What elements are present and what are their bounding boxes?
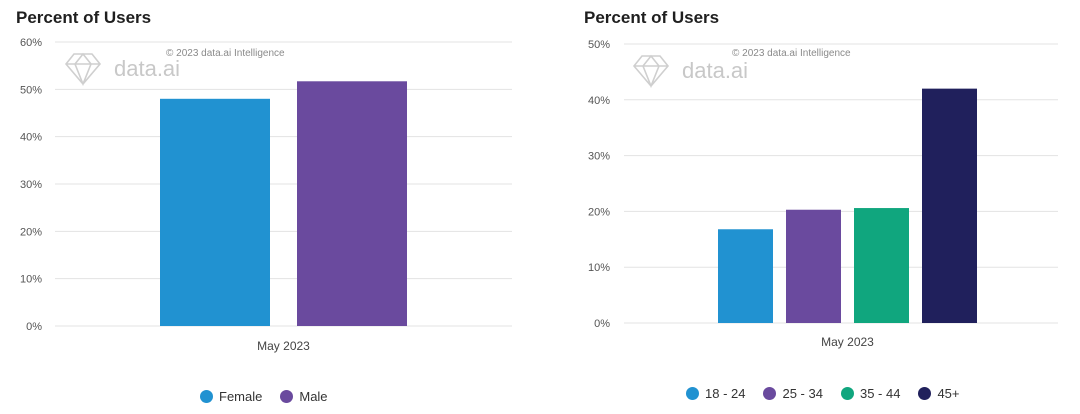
legend-item[interactable]: 35 - 44: [840, 386, 901, 401]
bar-male: [297, 81, 407, 326]
legend-item[interactable]: 25 - 34: [763, 386, 823, 401]
watermark-copyright: © 2023 data.ai Intelligence: [166, 48, 285, 59]
y-tick-label: 30%: [588, 151, 610, 163]
y-tick-label: 50%: [20, 84, 42, 96]
x-tick-label: May 2023: [821, 335, 874, 349]
watermark-copyright: © 2023 data.ai Intelligence: [732, 48, 851, 59]
y-tick-label: 0%: [594, 318, 610, 330]
legend-swatch: [280, 390, 294, 403]
diamond-icon: [64, 52, 102, 87]
legend-swatch: [686, 387, 699, 400]
diamond-icon: [632, 54, 670, 89]
legend-label: 25 - 34: [782, 386, 823, 401]
y-tick-label: 40%: [20, 132, 42, 144]
bar-35-44: [854, 208, 909, 323]
age-bar-chart: data.ai © 2023 data.ai Intelligence 0% 10…: [588, 39, 1058, 349]
chart-panel-age: Percent of Users data.ai © 2023 data.ai …: [568, 0, 1080, 414]
bar-25-34: [786, 209, 841, 323]
watermark: data.ai © 2023 data.ai Intelligence: [632, 48, 851, 89]
legend-item[interactable]: Female: [200, 389, 262, 404]
legend-item[interactable]: Male: [280, 389, 328, 404]
chart-panel-gender: Percent of Users data.ai © 2023 data.ai …: [16, 8, 512, 404]
chart-title: Percent of Users: [16, 8, 152, 27]
legend-label: Male: [299, 389, 328, 404]
gender-bar-chart: data.ai © 2023 data.ai Intelligence 0% 10…: [20, 37, 512, 353]
watermark-logo: data.ai: [682, 58, 748, 83]
y-tick-label: 20%: [20, 226, 42, 238]
y-tick-label: 30%: [20, 179, 42, 191]
legend-label: 18 - 24: [705, 386, 746, 401]
legend-label: 35 - 44: [859, 386, 901, 401]
legend-item[interactable]: 18 - 24: [686, 386, 745, 401]
y-tick-label: 10%: [20, 274, 42, 286]
bar-female: [160, 98, 270, 326]
bar-45+: [922, 88, 977, 323]
legend-swatch: [840, 387, 854, 400]
legend-swatch: [763, 387, 777, 400]
legend-swatch: [918, 387, 932, 400]
watermark-logo: data.ai: [114, 56, 180, 81]
x-tick-label: May 2023: [257, 339, 310, 353]
legend-label: 45+: [937, 386, 960, 401]
y-tick-label: 0%: [26, 321, 42, 333]
y-tick-label: 20%: [588, 206, 610, 218]
y-tick-label: 50%: [588, 39, 610, 51]
legend-swatch: [200, 390, 213, 403]
watermark: data.ai © 2023 data.ai Intelligence: [64, 48, 285, 87]
bar-18-24: [718, 229, 773, 323]
legend-item[interactable]: 45+: [918, 386, 960, 401]
chart-legend: 18 - 24 25 - 34 35 - 44 45+: [686, 386, 960, 401]
y-tick-label: 40%: [588, 95, 610, 107]
legend-label: Female: [219, 389, 263, 404]
chart-legend: Female Male: [200, 389, 328, 404]
chart-title: Percent of Users: [584, 8, 720, 27]
y-tick-label: 10%: [588, 262, 610, 274]
y-tick-label: 60%: [20, 37, 42, 49]
